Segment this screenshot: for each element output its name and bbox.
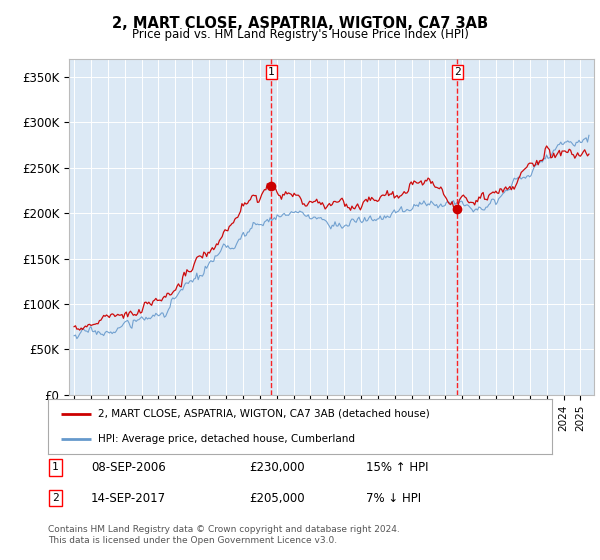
Text: 1: 1	[52, 463, 59, 473]
Text: HPI: Average price, detached house, Cumberland: HPI: Average price, detached house, Cumb…	[98, 434, 355, 444]
Text: 2, MART CLOSE, ASPATRIA, WIGTON, CA7 3AB (detached house): 2, MART CLOSE, ASPATRIA, WIGTON, CA7 3AB…	[98, 409, 430, 418]
Text: Contains HM Land Registry data © Crown copyright and database right 2024.
This d: Contains HM Land Registry data © Crown c…	[48, 525, 400, 545]
Text: 1: 1	[268, 67, 275, 77]
Text: 2: 2	[454, 67, 461, 77]
Text: 15% ↑ HPI: 15% ↑ HPI	[365, 461, 428, 474]
Text: 14-SEP-2017: 14-SEP-2017	[91, 492, 166, 505]
Text: 2: 2	[52, 493, 59, 503]
Text: £205,000: £205,000	[250, 492, 305, 505]
Text: 7% ↓ HPI: 7% ↓ HPI	[365, 492, 421, 505]
Text: 2, MART CLOSE, ASPATRIA, WIGTON, CA7 3AB: 2, MART CLOSE, ASPATRIA, WIGTON, CA7 3AB	[112, 16, 488, 31]
Text: 08-SEP-2006: 08-SEP-2006	[91, 461, 166, 474]
Text: Price paid vs. HM Land Registry's House Price Index (HPI): Price paid vs. HM Land Registry's House …	[131, 28, 469, 41]
Text: £230,000: £230,000	[250, 461, 305, 474]
